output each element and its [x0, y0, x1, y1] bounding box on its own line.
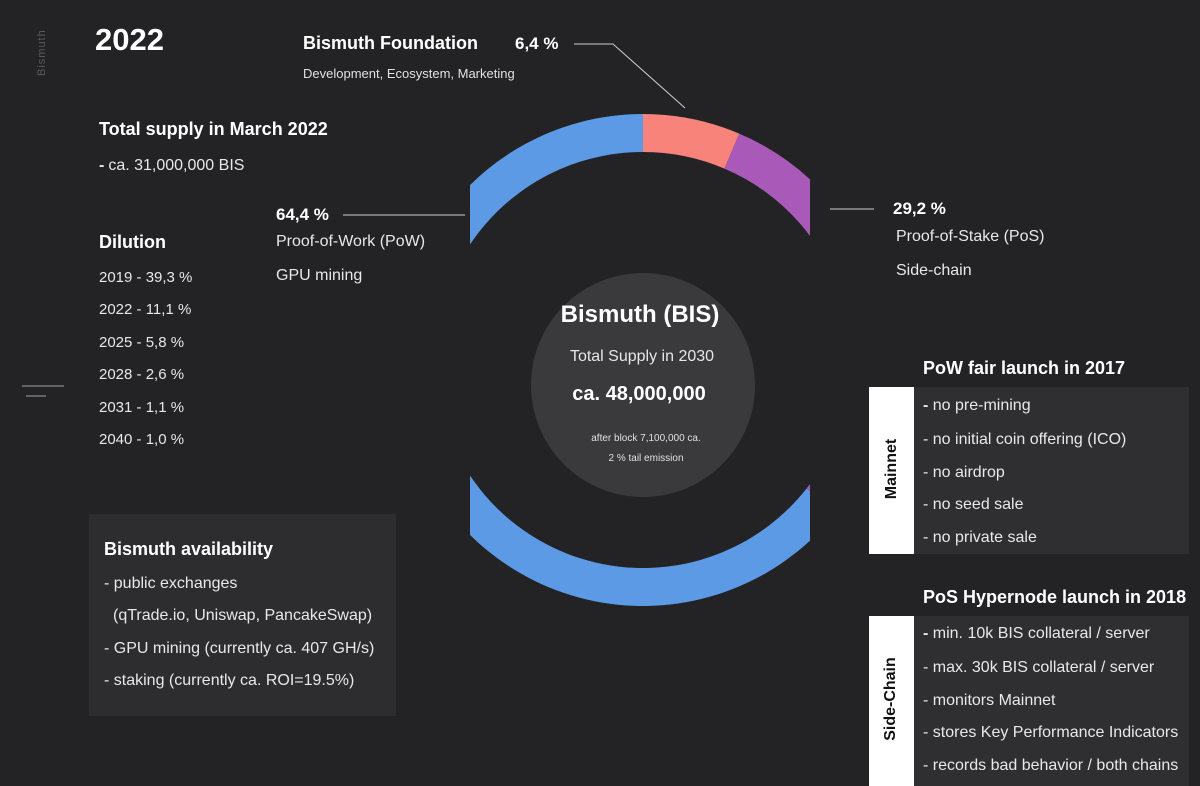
mainnet-item: - no initial coin offering (ICO): [923, 431, 1127, 448]
center-value: ca. 48,000,000: [572, 383, 705, 405]
mainnet-dash: -: [923, 397, 929, 414]
availability-line: (qTrade.io, Uniswap, PancakeSwap): [113, 607, 373, 624]
pow-percent: 64,4 %: [276, 205, 329, 224]
mainnet-tab-label: Mainnet: [883, 438, 900, 500]
mainnet-title: PoW fair launch in 2017: [923, 358, 1126, 378]
sidechain-item: - max. 30k BIS collateral / server: [923, 659, 1155, 676]
center-note-2: 2 % tail emission: [608, 453, 683, 464]
sidechain-tab: Side-Chain: [869, 616, 914, 786]
pos-sublabel: Side-chain: [896, 262, 972, 279]
dilution-item: 2031 - 1,1 %: [99, 399, 185, 416]
mainnet-item: - no seed sale: [923, 496, 1024, 513]
sidechain-title: PoS Hypernode launch in 2018: [923, 587, 1187, 607]
dilution-item: 2040 - 1,0 %: [99, 431, 185, 448]
dilution-title: Dilution: [99, 232, 166, 252]
mainnet-item: - no private sale: [923, 529, 1037, 546]
availability-card: Bismuth availability - public exchanges …: [89, 514, 396, 716]
supply-value: - ca. 31,000,000 BIS: [99, 157, 244, 175]
mainnet-panel: [914, 387, 1189, 554]
foundation-leader-line: [574, 43, 686, 109]
mainnet-item: - no pre-mining: [923, 397, 1031, 415]
sidechain-item: - stores Key Performance Indicators: [923, 724, 1179, 741]
center-title: Bismuth (BIS): [561, 301, 720, 328]
foundation-percent: 6,4 %: [515, 34, 559, 53]
sidechain-item: - monitors Mainnet: [923, 692, 1056, 709]
dilution-item: 2022 - 11,1 %: [99, 301, 192, 318]
sidechain-tab-label: Side-Chain: [882, 657, 899, 741]
dilution-item: 2019 - 39,3 %: [99, 269, 193, 286]
sidechain-item-text: min. 10k BIS collateral / server: [928, 625, 1150, 642]
pow-sublabel: GPU mining: [276, 267, 363, 284]
availability-line: - GPU mining (currently ca. 407 GH/s): [104, 640, 375, 657]
supply-title: Total supply in March 2022: [99, 119, 328, 139]
dilution-item: 2025 - 5,8 %: [99, 334, 185, 351]
pow-label: Proof-of-Work (PoW): [276, 233, 426, 250]
availability-title: Bismuth availability: [104, 539, 274, 559]
sidechain-dash: -: [923, 625, 929, 642]
mainnet-item: - no airdrop: [923, 464, 1005, 481]
supply-dash: -: [99, 157, 105, 174]
mainnet-item-text: no pre-mining: [928, 397, 1031, 414]
center-note-1: after block 7,100,000 ca.: [591, 433, 701, 444]
availability-line: - public exchanges: [104, 575, 238, 592]
foundation-title: Bismuth Foundation: [303, 33, 478, 53]
donut-center: [531, 273, 755, 497]
center-subtitle: Total Supply in 2030: [570, 348, 714, 365]
foundation-sublabel: Development, Ecosystem, Marketing: [303, 66, 515, 81]
supply-value-text: ca. 31,000,000 BIS: [108, 157, 245, 174]
year-title: 2022: [95, 22, 164, 57]
donut-slice-bismuth-foundation: [643, 114, 740, 169]
sidechain-panel: [914, 616, 1189, 786]
pos-label: Proof-of-Stake (PoS): [896, 228, 1045, 245]
supply-donut-chart: Bismuth (BIS) Total Supply in 2030 ca. 4…: [470, 114, 810, 606]
donut-slice-proof-of-stake-pos: [724, 133, 810, 492]
pos-percent: 29,2 %: [893, 199, 946, 218]
donut-slice-proof-of-work-pow: [470, 114, 810, 606]
availability-line: - staking (currently ca. ROI=19.5%): [104, 672, 355, 689]
dilution-item: 2028 - 2,6 %: [99, 366, 185, 383]
sidechain-item: - min. 10k BIS collateral / server: [923, 625, 1150, 643]
mainnet-tab: Mainnet: [869, 387, 914, 554]
sidechain-item: - records bad behavior / both chains: [923, 757, 1179, 774]
